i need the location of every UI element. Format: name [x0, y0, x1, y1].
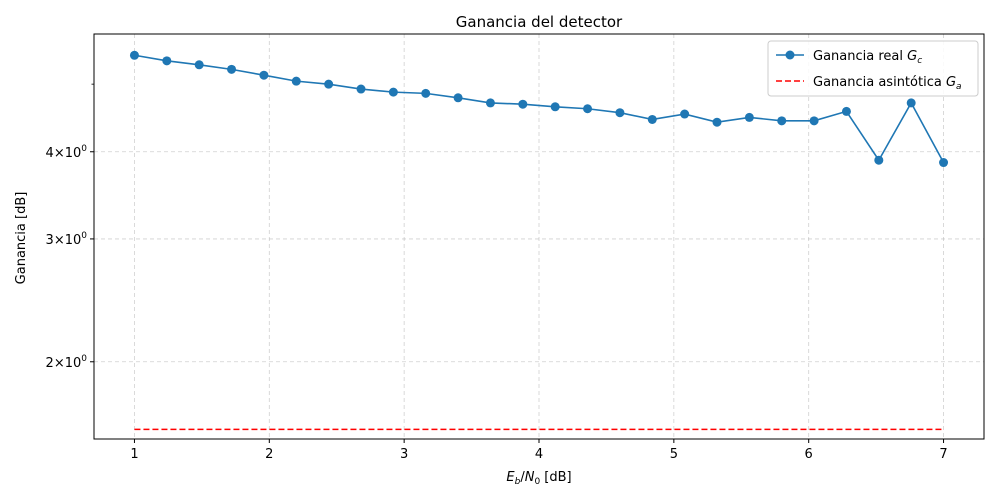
x-tick-label: 4 — [535, 447, 543, 462]
series-layer — [129, 50, 949, 431]
legend-box — [767, 40, 979, 97]
data-point — [647, 114, 657, 124]
legend-label-real: Ganancia real Gc — [813, 49, 922, 66]
data-point — [388, 87, 398, 97]
data-point — [939, 158, 949, 168]
data-point — [485, 98, 495, 108]
x-tick-label: 6 — [805, 447, 813, 462]
data-point — [906, 98, 916, 108]
data-point — [550, 102, 560, 112]
data-point — [583, 104, 593, 114]
data-point — [194, 60, 204, 70]
y-tick-label: 4×100 — [46, 144, 88, 161]
data-point — [291, 76, 301, 86]
data-point — [615, 108, 625, 118]
series-line-real — [134, 54, 945, 163]
x-tick-label: 1 — [130, 447, 138, 462]
y-axis-label: Ganancia [dB] — [14, 192, 29, 285]
data-point — [777, 116, 787, 126]
data-point — [227, 64, 237, 74]
ticks: 1 2 3 4 5 6 7 2×100 3×100 4×100 — [46, 83, 948, 462]
grid — [94, 34, 984, 439]
y-tick-label: 2×100 — [46, 354, 88, 371]
x-tick-label: 3 — [400, 447, 408, 462]
data-point — [744, 112, 754, 122]
data-point — [259, 70, 269, 80]
data-point — [129, 50, 139, 60]
data-point — [712, 117, 722, 127]
data-point — [841, 106, 851, 116]
chart-title: Ganancia del detector — [456, 13, 623, 31]
x-tick-label: 2 — [265, 447, 273, 462]
y-tick-label: 3×100 — [46, 231, 88, 248]
data-point — [680, 109, 690, 119]
data-point — [421, 88, 431, 98]
legend-marker-real — [785, 50, 795, 60]
legend: Ganancia real Gc Ganancia asintótica Ga — [767, 40, 979, 97]
data-point — [324, 79, 334, 89]
data-point — [356, 84, 366, 94]
data-point — [162, 56, 172, 66]
x-tick-label: 5 — [670, 447, 678, 462]
data-point — [453, 93, 463, 103]
data-point — [518, 99, 528, 109]
data-point — [809, 116, 819, 126]
x-tick-label: 7 — [939, 447, 947, 462]
legend-label-asym: Ganancia asintótica Ga — [813, 75, 962, 92]
data-point — [874, 155, 884, 165]
x-axis-label: Eb/N0 [dB] — [506, 470, 571, 487]
